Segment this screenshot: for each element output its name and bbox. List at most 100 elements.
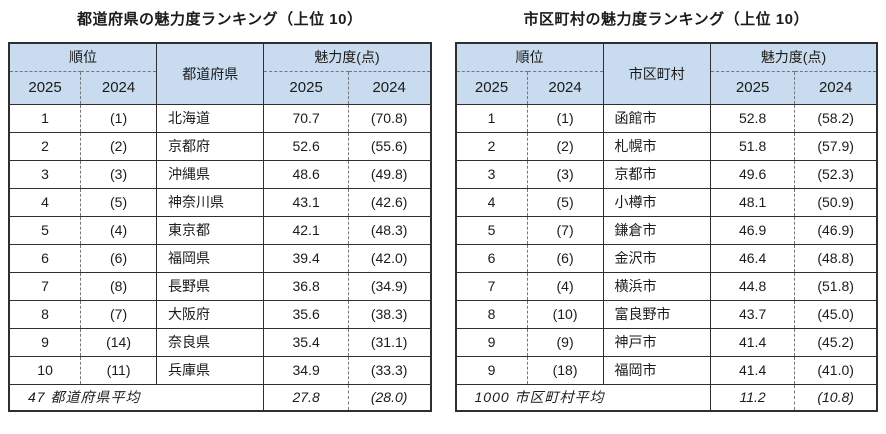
rank-2025-cell: 9 — [9, 327, 81, 356]
rank-2024-cell: (3) — [526, 159, 603, 188]
score-2024-cell: (51.8) — [794, 271, 877, 300]
rank-2025-cell: 6 — [455, 243, 528, 272]
table-row: 8 (7) 大阪府 35.6 (38.3) — [9, 299, 431, 328]
municipality-ranking-table: 順位 市区町村 魅力度(点) 2025 2024 2025 2024 1 (1) 函… — [454, 42, 878, 412]
table-row: 6 (6) 福岡県 39.4 (42.0) — [9, 243, 431, 272]
score-2024-cell: (45.2) — [794, 327, 877, 356]
score-2025-cell: 49.6 — [709, 159, 795, 188]
average-score-2025: 27.8 — [263, 383, 349, 411]
rank-2025-cell: 2 — [455, 131, 528, 160]
table-row: 4 (5) 神奈川県 43.1 (42.6) — [9, 187, 431, 216]
rank-year-previous-header: 2024 — [80, 70, 157, 104]
rank-2024-cell: (18) — [526, 355, 603, 384]
score-2024-cell: (55.6) — [347, 131, 431, 160]
score-2025-cell: 35.6 — [263, 299, 349, 328]
name-cell: 福岡市 — [602, 355, 711, 384]
table-row: 3 (3) 沖縄県 48.6 (49.8) — [9, 159, 431, 188]
score-2024-cell: (33.3) — [347, 355, 431, 384]
score-2025-cell: 39.4 — [263, 243, 349, 272]
table-row: 1 (1) 函館市 52.8 (58.2) — [455, 103, 877, 132]
rank-2024-cell: (1) — [80, 103, 157, 132]
score-2024-cell: (57.9) — [794, 131, 877, 160]
score-2025-cell: 52.8 — [709, 103, 795, 132]
name-cell: 鎌倉市 — [602, 215, 711, 244]
header-year-row: 2025 2024 2025 2024 — [9, 70, 431, 104]
score-2025-cell: 48.1 — [709, 187, 795, 216]
rank-2024-cell: (5) — [80, 187, 157, 216]
rank-year-previous-header: 2024 — [526, 70, 603, 104]
score-group-header: 魅力度(点) — [263, 43, 431, 71]
rank-2024-cell: (10) — [526, 299, 603, 328]
name-cell: 大阪府 — [155, 299, 264, 328]
rank-2024-cell: (1) — [526, 103, 603, 132]
rank-2024-cell: (7) — [80, 299, 157, 328]
name-cell: 東京都 — [155, 215, 264, 244]
score-year-previous-header: 2024 — [347, 70, 431, 104]
prefecture-ranking-title: 都道府県の魅力度ランキング（上位 10） — [77, 11, 363, 28]
municipality-ranking-block: 市区町村の魅力度ランキング（上位 10） 順位 市区町村 魅力度(点) 2025… — [454, 6, 878, 412]
rank-group-header: 順位 — [455, 43, 603, 71]
score-2025-cell: 42.1 — [263, 215, 349, 244]
score-2024-cell: (42.0) — [347, 243, 431, 272]
score-2025-cell: 48.6 — [263, 159, 349, 188]
rank-2024-cell: (2) — [526, 131, 603, 160]
name-cell: 札幌市 — [602, 131, 711, 160]
entity-column-header: 都道府県 — [155, 43, 264, 104]
rank-2024-cell: (4) — [526, 271, 603, 300]
rank-2025-cell: 3 — [9, 159, 81, 188]
table-header: 順位 都道府県 魅力度(点) 2025 2024 2025 2024 — [9, 43, 431, 104]
score-2025-cell: 51.8 — [709, 131, 795, 160]
name-cell: 福岡県 — [155, 243, 264, 272]
score-2024-cell: (48.8) — [794, 243, 877, 272]
name-cell: 北海道 — [155, 103, 264, 132]
rank-2025-cell: 4 — [455, 187, 528, 216]
name-cell: 兵庫県 — [155, 355, 264, 384]
table-footer: 47 都道府県平均 27.8 (28.0) — [9, 383, 431, 411]
average-label: 1000 市区町村平均 — [455, 383, 711, 411]
name-cell: 神奈川県 — [155, 187, 264, 216]
name-cell: 神戸市 — [602, 327, 711, 356]
table-row: 5 (4) 東京都 42.1 (48.3) — [9, 215, 431, 244]
table-row: 1 (1) 北海道 70.7 (70.8) — [9, 103, 431, 132]
entity-column-header: 市区町村 — [602, 43, 711, 104]
score-group-header: 魅力度(点) — [709, 43, 877, 71]
table-row: 9 (9) 神戸市 41.4 (45.2) — [455, 327, 877, 356]
score-2024-cell: (34.9) — [347, 271, 431, 300]
rank-2024-cell: (14) — [80, 327, 157, 356]
rank-2024-cell: (7) — [526, 215, 603, 244]
rank-2024-cell: (3) — [80, 159, 157, 188]
rank-2025-cell: 9 — [455, 355, 528, 384]
table-row: 8 (10) 富良野市 43.7 (45.0) — [455, 299, 877, 328]
rank-2025-cell: 3 — [455, 159, 528, 188]
rank-2024-cell: (6) — [526, 243, 603, 272]
table-row: 9 (18) 福岡市 41.4 (41.0) — [455, 355, 877, 384]
score-2025-cell: 34.9 — [263, 355, 349, 384]
name-cell: 沖縄県 — [155, 159, 264, 188]
table-row: 9 (14) 奈良県 35.4 (31.1) — [9, 327, 431, 356]
rank-2024-cell: (2) — [80, 131, 157, 160]
name-cell: 金沢市 — [602, 243, 711, 272]
score-2024-cell: (41.0) — [794, 355, 877, 384]
score-2024-cell: (52.3) — [794, 159, 877, 188]
score-year-current-header: 2025 — [263, 70, 349, 104]
name-cell: 長野県 — [155, 271, 264, 300]
header-group-row: 順位 市区町村 魅力度(点) — [455, 43, 877, 104]
rank-2025-cell: 8 — [455, 299, 528, 328]
score-2024-cell: (50.9) — [794, 187, 877, 216]
average-score-2024: (10.8) — [794, 383, 877, 411]
score-2025-cell: 35.4 — [263, 327, 349, 356]
table-row: 2 (2) 京都府 52.6 (55.6) — [9, 131, 431, 160]
rank-2025-cell: 1 — [455, 103, 528, 132]
header-year-row: 2025 2024 2025 2024 — [455, 70, 877, 104]
rank-2025-cell: 2 — [9, 131, 81, 160]
rank-year-current-header: 2025 — [9, 70, 81, 104]
header-group-row: 順位 都道府県 魅力度(点) — [9, 43, 431, 104]
rank-2025-cell: 10 — [9, 355, 81, 384]
rank-2024-cell: (11) — [80, 355, 157, 384]
score-2024-cell: (42.6) — [347, 187, 431, 216]
average-label: 47 都道府県平均 — [9, 383, 264, 411]
table-body: 1 (1) 函館市 52.8 (58.2) 2 (2) 札幌市 51.8 (57.9) 3 (3)… — [455, 103, 877, 384]
average-row: 47 都道府県平均 27.8 (28.0) — [9, 383, 431, 411]
table-footer: 1000 市区町村平均 11.2 (10.8) — [455, 383, 877, 411]
average-score-2024: (28.0) — [347, 383, 431, 411]
